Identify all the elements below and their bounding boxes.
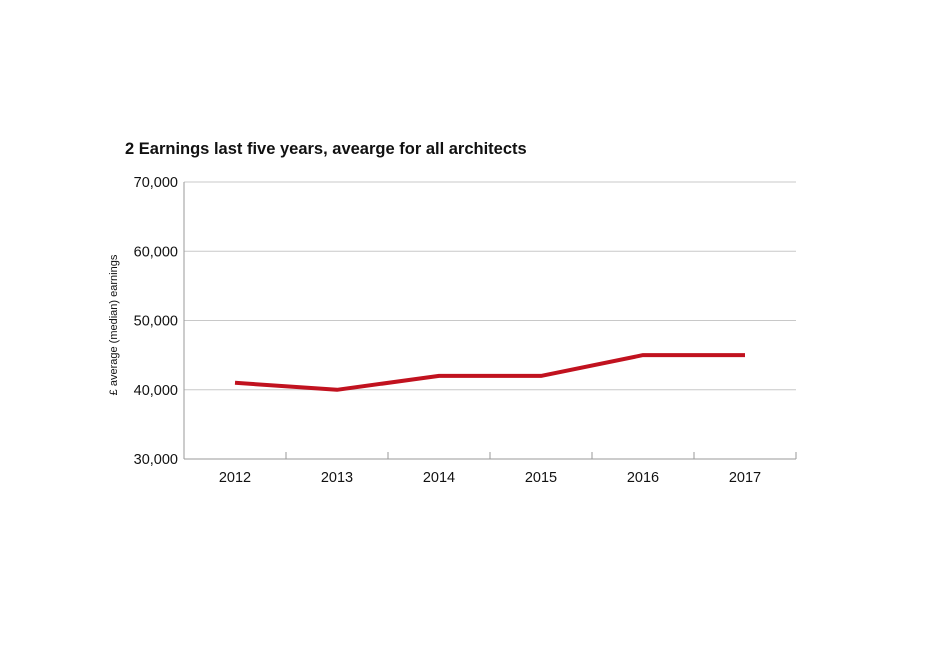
x-tick-label-2017: 2017 — [729, 470, 761, 486]
series — [234, 353, 745, 392]
x-tick-label-2012: 2012 — [219, 470, 251, 486]
y-tick-label: 70,000 — [134, 175, 178, 191]
gridlines — [184, 181, 796, 391]
x-tick-label-2016: 2016 — [627, 470, 659, 486]
y-tick-label: 40,000 — [134, 383, 178, 399]
x-tick-label-2013: 2013 — [321, 470, 353, 486]
y-tick-label: 50,000 — [134, 314, 178, 330]
x-tick-labels: 2012 2013 2014 2015 2016 2017 — [219, 470, 761, 486]
x-tick-label-2014: 2014 — [423, 470, 455, 486]
axes — [183, 182, 797, 460]
y-axis-label: £ average (median) earnings — [108, 254, 120, 395]
y-tick-label: 30,000 — [134, 452, 178, 468]
x-tick-label-2015: 2015 — [525, 470, 557, 486]
chart-title: 2 Earnings last five years, avearge for … — [125, 140, 527, 158]
y-tick-labels: 30,000 40,000 50,000 60,000 70,000 — [134, 175, 178, 468]
y-tick-label: 60,000 — [134, 244, 178, 260]
series-line-0 — [234, 353, 745, 392]
